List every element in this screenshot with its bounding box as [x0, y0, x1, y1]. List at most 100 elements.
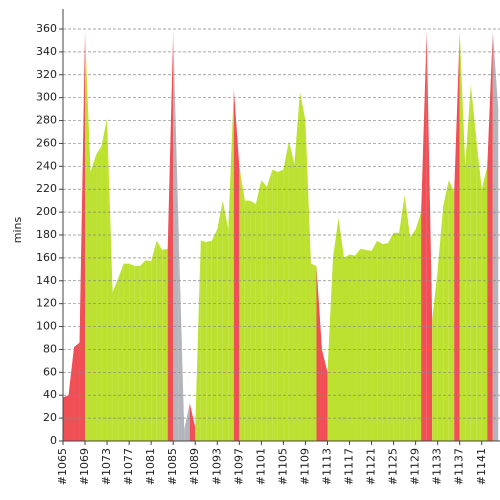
build-segment: [299, 91, 306, 441]
x-tick-label: #1093: [210, 448, 223, 485]
build-segment: [277, 169, 284, 441]
x-tick-label: #1101: [254, 448, 267, 485]
x-tick-label: #1081: [144, 448, 157, 485]
y-tick-label: 120: [36, 297, 57, 310]
x-tick-label: #1121: [365, 448, 378, 485]
build-segment: [492, 31, 499, 442]
build-segment: [112, 278, 119, 441]
build-segment: [476, 137, 482, 441]
build-segment: [421, 31, 427, 442]
build-segment: [74, 342, 80, 441]
build-segment: [189, 403, 196, 441]
x-tick-label: #1097: [232, 448, 245, 485]
y-tick-label: 160: [36, 251, 57, 264]
y-tick-label: 340: [36, 45, 57, 58]
x-tick-label: #1089: [188, 448, 201, 485]
build-segment: [244, 200, 251, 441]
build-segment: [68, 347, 75, 441]
x-tick-label: #1065: [56, 448, 69, 485]
build-segment: [145, 260, 152, 441]
build-segment: [294, 91, 300, 441]
build-segment: [393, 232, 400, 441]
x-tick-label: #1117: [343, 448, 356, 485]
build-segment: [426, 31, 433, 442]
x-tick-label: #1069: [78, 448, 91, 485]
build-segment: [101, 118, 108, 442]
build-segment: [178, 235, 185, 441]
build-segment: [123, 263, 130, 441]
x-tick-label: #1133: [431, 448, 444, 485]
y-tick-label: 0: [50, 434, 57, 447]
build-segment: [156, 240, 163, 441]
build-segment: [487, 31, 493, 442]
build-segment: [206, 240, 212, 441]
x-tick-label: #1109: [298, 448, 311, 485]
y-tick-label: 240: [36, 159, 57, 172]
build-segment: [349, 254, 356, 441]
x-tick-label: #1073: [100, 448, 113, 485]
y-tick-label: 200: [36, 205, 57, 218]
build-segment: [173, 31, 179, 442]
build-segment: [459, 31, 466, 442]
y-tick-label: 100: [36, 320, 57, 333]
build-segment: [382, 243, 389, 441]
build-segment: [140, 260, 146, 441]
build-segment: [233, 88, 240, 441]
x-tick-label: #1105: [276, 448, 289, 485]
build-segment: [371, 240, 378, 441]
y-tick-label: 180: [36, 228, 57, 241]
build-segment: [90, 154, 97, 441]
build-segment: [465, 83, 471, 441]
x-tick-label: #1085: [166, 448, 179, 485]
build-segment: [316, 265, 322, 441]
build-segment: [151, 240, 157, 441]
build-segment: [79, 31, 86, 442]
y-tick-label: 220: [36, 182, 57, 195]
build-segment: [448, 180, 455, 442]
build-segment: [211, 229, 218, 441]
build-segment: [96, 145, 102, 441]
build-segment: [410, 229, 416, 441]
build-segment: [167, 31, 174, 442]
build-segment: [283, 141, 289, 441]
y-tick-label: 40: [43, 388, 57, 401]
build-segment: [399, 194, 405, 441]
build-segment: [195, 240, 201, 441]
build-segment: [255, 180, 262, 442]
build-segment: [217, 200, 223, 441]
build-segment: [266, 169, 273, 441]
build-segment: [288, 141, 295, 441]
area-plot: [63, 31, 499, 442]
build-segment: [261, 180, 267, 442]
build-segment: [344, 254, 350, 441]
build-segment: [388, 232, 394, 441]
x-tick-label: #1077: [122, 448, 135, 485]
build-segment: [404, 194, 411, 441]
build-segment: [454, 31, 460, 442]
y-tick-label: 300: [36, 91, 57, 104]
build-segment: [360, 248, 367, 441]
build-segment: [355, 248, 361, 441]
build-segment: [437, 206, 444, 441]
build-segment: [134, 265, 141, 441]
build-segment: [222, 200, 229, 441]
build-segment: [332, 217, 339, 441]
x-tick-label: #1113: [320, 448, 333, 485]
y-tick-label: 140: [36, 274, 57, 287]
build-segment: [272, 169, 278, 441]
y-tick-label: 320: [36, 68, 57, 81]
build-segment: [162, 248, 168, 441]
x-tick-label: #1141: [475, 448, 488, 485]
y-axis-label: mins: [11, 216, 24, 243]
y-tick-label: 60: [43, 365, 57, 378]
build-segment: [118, 263, 124, 441]
y-tick-label: 80: [43, 342, 57, 355]
build-segment: [129, 263, 135, 441]
build-segment: [250, 200, 256, 441]
build-segment: [470, 83, 477, 441]
build-segment: [443, 180, 449, 442]
build-segment: [184, 403, 190, 441]
x-tick-label: #1137: [453, 448, 466, 485]
